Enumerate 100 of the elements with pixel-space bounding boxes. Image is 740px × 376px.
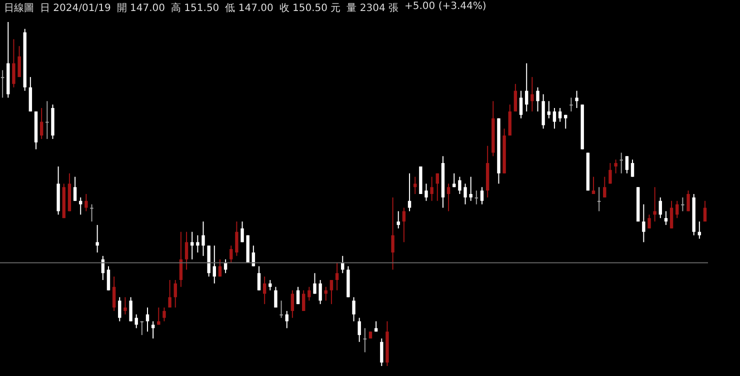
candlestick xyxy=(190,231,194,260)
candlestick xyxy=(570,97,573,112)
candlestick xyxy=(40,108,44,140)
candlestick xyxy=(424,183,428,202)
text: 日線圖 xyxy=(4,2,34,15)
candlestick xyxy=(436,172,439,202)
candlestick xyxy=(519,90,523,119)
candlestick xyxy=(614,159,618,174)
candlestick xyxy=(140,320,144,336)
candlestick xyxy=(335,262,339,291)
candlestick xyxy=(575,90,578,108)
candlestick xyxy=(308,286,311,302)
candlestick xyxy=(290,290,294,318)
candlestick xyxy=(285,310,288,329)
candlestick xyxy=(642,204,646,243)
candlestick xyxy=(564,114,568,130)
candlestick xyxy=(536,86,540,112)
candlestick xyxy=(474,190,478,205)
candlestick xyxy=(413,176,417,194)
candlestick xyxy=(90,204,94,222)
candlestick xyxy=(363,328,367,353)
candlestick xyxy=(0,70,4,98)
candlestick xyxy=(212,245,216,284)
candlestick xyxy=(658,196,662,219)
candlestick xyxy=(524,62,528,112)
candlestick xyxy=(469,176,472,202)
candlestick xyxy=(218,258,222,278)
candlestick xyxy=(174,280,177,308)
text: 日 2024/01/19 xyxy=(40,2,111,15)
candlestick xyxy=(240,221,244,243)
candlestick xyxy=(274,286,278,308)
candlestick xyxy=(608,162,612,184)
candlestick xyxy=(480,186,484,205)
candlestick xyxy=(352,296,356,322)
candlestick xyxy=(106,266,110,291)
candlestick xyxy=(146,307,150,332)
candlestick xyxy=(257,266,261,291)
text: 高 151.50 xyxy=(171,2,220,15)
candlestick xyxy=(464,183,467,205)
candlestick xyxy=(698,221,702,240)
candlestick xyxy=(430,176,434,202)
candlestick xyxy=(151,320,155,339)
candlestick xyxy=(118,296,122,322)
candlestick xyxy=(625,156,629,174)
candlestick xyxy=(396,210,400,229)
candlestick xyxy=(168,280,172,308)
candlestick xyxy=(262,276,266,305)
candlestick xyxy=(324,286,328,302)
candlestick xyxy=(268,280,272,291)
candlestick xyxy=(202,221,205,256)
candlestick xyxy=(235,221,238,256)
candlestick xyxy=(358,317,361,342)
candlestick xyxy=(592,176,596,194)
candlestick xyxy=(196,234,200,253)
candlestick xyxy=(280,300,283,318)
candlestick xyxy=(648,214,651,229)
candlestick xyxy=(302,290,306,312)
candlestick xyxy=(73,176,77,202)
candlestick xyxy=(230,245,233,264)
candlestick xyxy=(452,172,456,188)
candlestick xyxy=(79,196,82,216)
candlestick xyxy=(703,200,707,222)
candlestick xyxy=(391,196,394,270)
candlestick xyxy=(552,108,556,130)
candlestick xyxy=(112,276,116,312)
candlestick xyxy=(402,207,406,243)
text: 收 150.50 元 xyxy=(279,2,341,15)
candlestick xyxy=(530,76,534,112)
candlestick xyxy=(514,83,518,112)
candlestick xyxy=(670,200,674,229)
candlestick xyxy=(380,338,384,366)
candlestick xyxy=(330,280,334,305)
text: +5.00 (+3.44%) xyxy=(404,1,486,14)
candlestick xyxy=(664,210,668,226)
text: 低 147.00 xyxy=(225,2,274,15)
candlestick xyxy=(12,38,16,88)
candlestick xyxy=(547,100,550,119)
candlestick xyxy=(681,196,684,212)
text: 開 147.00 xyxy=(116,2,165,15)
candlestick xyxy=(408,172,412,212)
candlestick xyxy=(96,224,99,253)
text: 量 2304 張 xyxy=(346,2,399,15)
candlestick xyxy=(676,200,679,219)
candlestick xyxy=(46,100,49,140)
candlestick xyxy=(446,183,450,212)
candlestick xyxy=(686,190,690,212)
candlestick xyxy=(18,46,21,78)
candlestick xyxy=(124,296,127,315)
candlestick xyxy=(458,176,462,194)
candlestick xyxy=(620,152,623,174)
candlestick xyxy=(603,176,606,198)
candlestick xyxy=(184,231,188,270)
candlestick xyxy=(318,280,322,305)
candlestick xyxy=(313,272,316,294)
candlestick xyxy=(597,186,601,212)
candlestick xyxy=(84,194,88,212)
candlestick xyxy=(630,159,634,178)
candlestick xyxy=(129,296,132,322)
candlestick xyxy=(162,307,166,322)
candlestick xyxy=(157,307,160,326)
